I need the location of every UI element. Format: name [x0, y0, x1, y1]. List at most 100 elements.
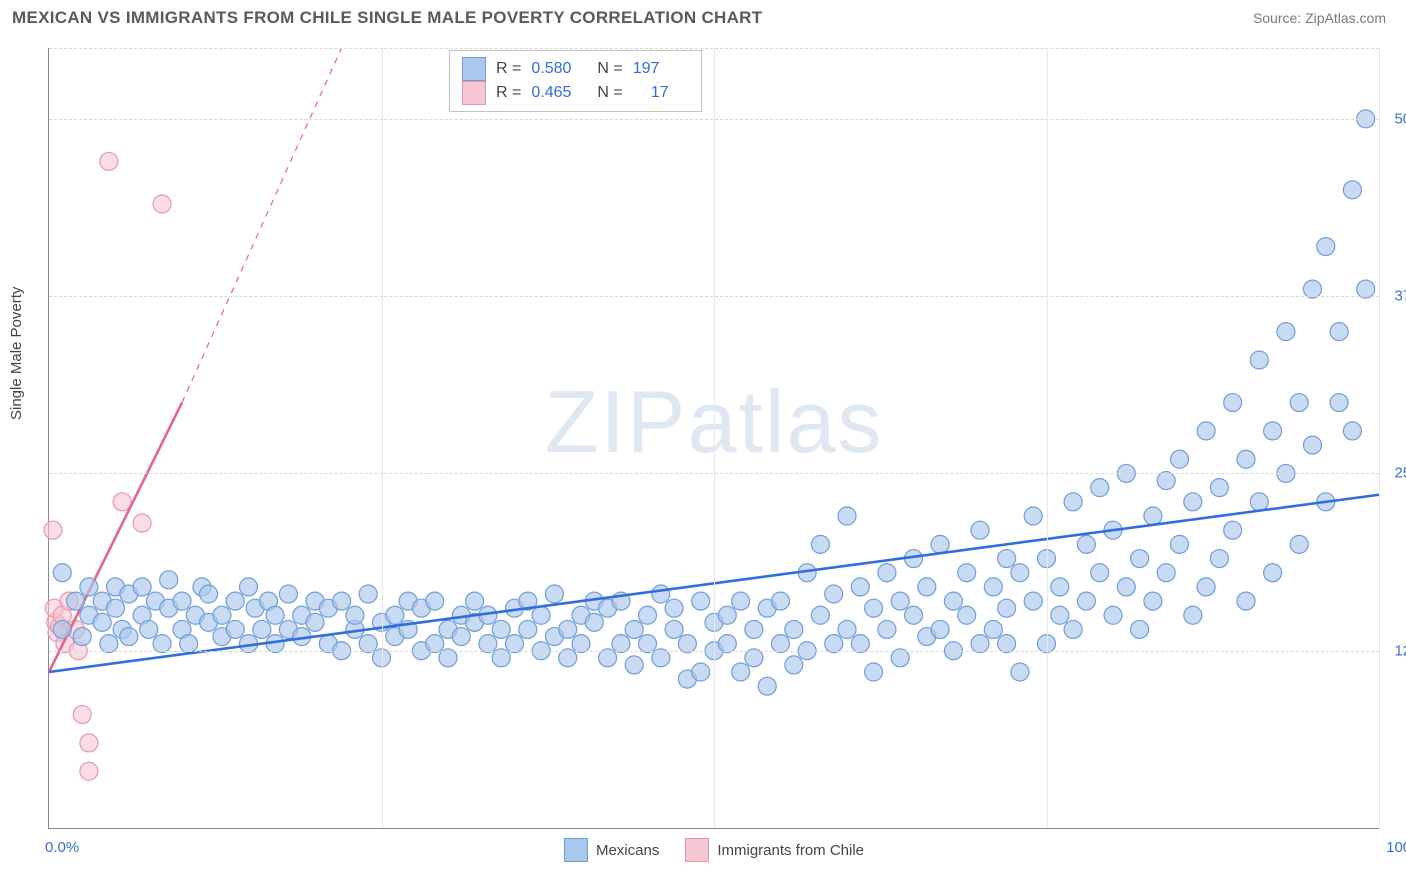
data-point	[73, 628, 91, 646]
data-point	[519, 620, 537, 638]
data-point	[772, 592, 790, 610]
data-point	[785, 656, 803, 674]
data-point	[133, 514, 151, 532]
data-point	[1330, 394, 1348, 412]
r-value-mexicans: 0.580	[531, 57, 587, 81]
data-point	[971, 521, 989, 539]
data-point	[80, 734, 98, 752]
n-value-chile: 17	[633, 81, 669, 105]
data-point	[240, 578, 258, 596]
data-point	[984, 578, 1002, 596]
data-point	[1131, 620, 1149, 638]
data-point	[107, 599, 125, 617]
gridline-v	[1379, 48, 1380, 828]
data-point	[559, 620, 577, 638]
data-point	[811, 535, 829, 553]
data-point	[639, 606, 657, 624]
n-label: N =	[597, 81, 622, 105]
r-value-chile: 0.465	[531, 81, 587, 105]
n-label: N =	[597, 57, 622, 81]
data-point	[73, 706, 91, 724]
data-point	[1317, 238, 1335, 256]
data-point	[346, 606, 364, 624]
data-point	[160, 571, 178, 589]
data-point	[918, 578, 936, 596]
chart-title: MEXICAN VS IMMIGRANTS FROM CHILE SINGLE …	[12, 8, 762, 28]
data-point	[1091, 564, 1109, 582]
swatch-mexicans	[462, 57, 486, 81]
data-point	[80, 578, 98, 596]
data-point	[279, 585, 297, 603]
data-point	[1210, 479, 1228, 497]
data-point	[665, 599, 683, 617]
data-point	[878, 620, 896, 638]
data-point	[253, 620, 271, 638]
data-point	[1171, 450, 1189, 468]
data-point	[1197, 422, 1215, 440]
data-point	[1224, 394, 1242, 412]
data-point	[1264, 422, 1282, 440]
data-point	[1250, 351, 1268, 369]
data-point	[53, 620, 71, 638]
n-value-mexicans: 197	[633, 57, 689, 81]
r-label: R =	[496, 57, 521, 81]
data-point	[1237, 592, 1255, 610]
data-point	[984, 620, 1002, 638]
data-point	[958, 606, 976, 624]
legend-label-chile: Immigrants from Chile	[717, 842, 864, 859]
r-label: R =	[496, 81, 521, 105]
data-point	[359, 585, 377, 603]
data-point	[1290, 394, 1308, 412]
chart-area: ZIPatlas R = 0.580 N = 197 R = 0.465 N =…	[48, 48, 1379, 829]
data-point	[1197, 578, 1215, 596]
data-point	[1304, 436, 1322, 454]
y-tick-label: 37.5%	[1394, 288, 1406, 305]
data-point	[1343, 422, 1361, 440]
data-point	[140, 620, 158, 638]
data-point	[532, 606, 550, 624]
data-point	[811, 606, 829, 624]
data-point	[1237, 450, 1255, 468]
data-point	[931, 535, 949, 553]
data-point	[200, 585, 218, 603]
x-tick-right: 100.0%	[1386, 839, 1406, 856]
data-point	[865, 599, 883, 617]
data-point	[226, 592, 244, 610]
data-point	[226, 620, 244, 638]
data-point	[865, 663, 883, 681]
data-point	[1117, 578, 1135, 596]
data-point	[878, 564, 896, 582]
legend-item-chile: Immigrants from Chile	[685, 838, 864, 862]
data-point	[1131, 550, 1149, 568]
data-point	[1157, 564, 1175, 582]
y-axis-label: Single Male Poverty	[8, 287, 25, 420]
data-point	[120, 628, 138, 646]
data-point	[851, 578, 869, 596]
data-point	[545, 585, 563, 603]
data-point	[998, 599, 1016, 617]
data-point	[466, 592, 484, 610]
data-point	[1011, 663, 1029, 681]
data-point	[998, 550, 1016, 568]
data-point	[153, 195, 171, 213]
data-point	[692, 663, 710, 681]
data-point	[785, 620, 803, 638]
data-point	[67, 592, 85, 610]
data-point	[1077, 535, 1095, 553]
data-point	[100, 152, 118, 170]
data-point	[625, 620, 643, 638]
data-point	[692, 592, 710, 610]
data-point	[1144, 507, 1162, 525]
gridline-v	[1047, 48, 1048, 828]
data-point	[266, 606, 284, 624]
data-point	[652, 585, 670, 603]
data-point	[1091, 479, 1109, 497]
data-point	[1250, 493, 1268, 511]
data-point	[665, 620, 683, 638]
data-point	[1290, 535, 1308, 553]
y-tick-label: 12.5%	[1394, 642, 1406, 659]
data-point	[958, 564, 976, 582]
legend-label-mexicans: Mexicans	[596, 842, 659, 859]
data-point	[213, 606, 231, 624]
data-point	[944, 592, 962, 610]
